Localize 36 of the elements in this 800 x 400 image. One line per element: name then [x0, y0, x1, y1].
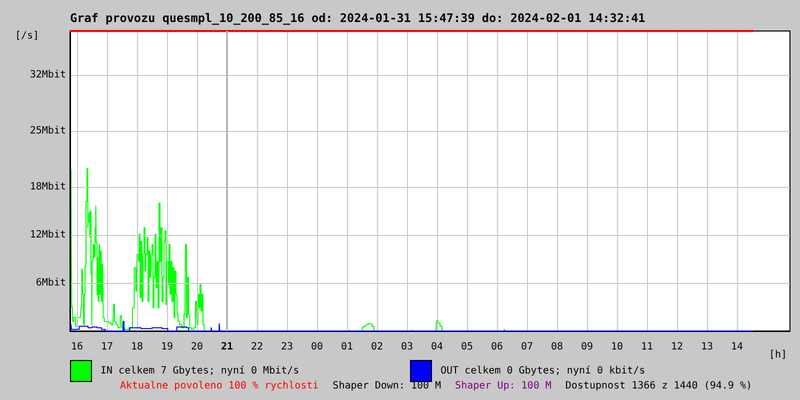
- x-tick-label: 19: [160, 342, 174, 352]
- x-tick-label: 07: [520, 342, 534, 352]
- x-tick-label: 00: [310, 342, 324, 352]
- x-axis-title: [h]: [768, 350, 787, 360]
- y-tick-label: 25Mbit: [30, 126, 66, 136]
- x-tick-label: 20: [190, 342, 204, 352]
- x-tick-label: 01: [340, 342, 354, 352]
- text: Aktualne povoleno 100 % rychlosti: [120, 380, 319, 392]
- x-tick-label: 21: [220, 342, 234, 352]
- x-tick-label: 13: [700, 342, 714, 352]
- x-tick-label: 03: [400, 342, 414, 352]
- y-tick-label: 18Mbit: [30, 182, 66, 192]
- x-tick-label: 22: [250, 342, 264, 352]
- x-tick-label: 16: [70, 342, 84, 352]
- y-tick-label: 12Mbit: [30, 230, 66, 240]
- x-tick-label: 23: [280, 342, 294, 352]
- chart-title: Graf provozu quesmpl_10_200_85_16 od: 2024-01-31 15:47:39 do: 2024-02-01 14:32:41: [70, 11, 646, 25]
- x-tick-label: 14: [730, 342, 744, 352]
- x-tick-label: 12: [670, 342, 684, 352]
- x-tick-label: 10: [610, 342, 624, 352]
- x-tick-label: 02: [370, 342, 384, 352]
- legend-label: OUT celkem 0 Gbytes; nyní 0 kbit/s: [440, 366, 646, 376]
- x-tick-label: 06: [490, 342, 504, 352]
- y-tick-label: 6Mbit: [36, 278, 66, 288]
- legend-label: IN celkem 7 Gbytes; nyní 0 Mbit/s: [100, 366, 300, 376]
- x-tick-label: 04: [430, 342, 444, 352]
- y-tick-label: 32Mbit: [30, 70, 66, 80]
- x-tick-label: 17: [100, 342, 114, 352]
- x-tick-label: 18: [130, 342, 144, 352]
- y-axis-title: [/s]: [15, 30, 40, 42]
- x-tick-label: 08: [550, 342, 564, 352]
- x-tick-label: 09: [580, 342, 594, 352]
- x-tick-label: 05: [460, 342, 474, 352]
- x-tick-label: 11: [640, 342, 654, 352]
- text: Shaper Up: 100 M: [455, 380, 552, 392]
- text: Dostupnost 1366 z 1440 (94.9 %): [565, 380, 752, 392]
